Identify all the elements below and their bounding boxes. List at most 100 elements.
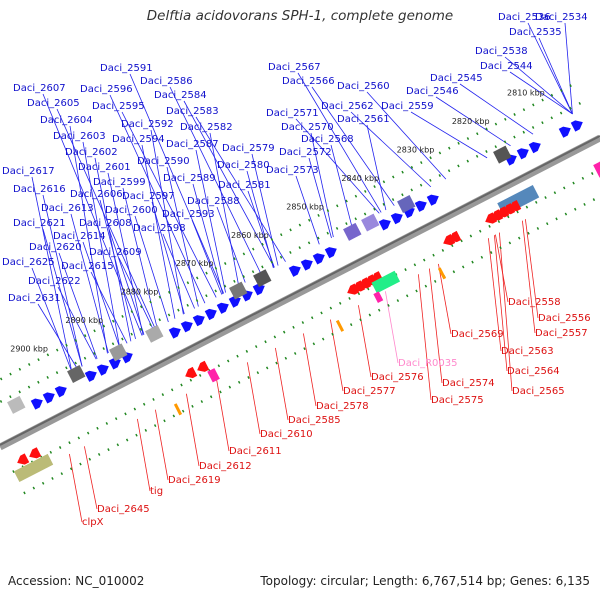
forward-gene-label: Daci_2600 (105, 205, 158, 216)
forward-gene-label: Daci_2604 (40, 115, 93, 126)
forward-gene-arrow (228, 296, 241, 308)
reverse-gene-label: Daci_2578 (316, 401, 369, 412)
forward-gene-label: Daci_2536 (498, 12, 551, 23)
rna-gene-mark (437, 267, 447, 280)
forward-leader-line (162, 233, 195, 309)
forward-gene-label: Daci_2559 (381, 101, 434, 112)
reverse-gene-label: Daci_2575 (431, 395, 484, 406)
reverse-context-block (207, 368, 220, 383)
reverse-gene-label: Daci_2565 (512, 386, 565, 397)
context-gene-block (361, 213, 380, 232)
forward-leader-line (410, 111, 488, 159)
forward-gene-label: Daci_2570 (281, 122, 334, 133)
forward-gene-label: Daci_2546 (406, 86, 459, 97)
forward-gene-label: Daci_2608 (79, 218, 132, 229)
reverse-gene-label: Daci_2577 (343, 386, 396, 397)
forward-leader-line (37, 303, 78, 370)
kbp-tick-label: 2850 kbp (286, 202, 324, 211)
forward-gene-label: Daci_2614 (53, 231, 106, 242)
forward-leader-line (308, 157, 332, 239)
reverse-leader-line (84, 446, 98, 510)
forward-gene-label: Daci_2602 (65, 147, 118, 158)
forward-leader-line (169, 86, 262, 275)
forward-gene-arrow (252, 284, 265, 296)
forward-leader-line (107, 172, 144, 336)
reverse-leader-line (69, 453, 83, 523)
forward-gene-label: Daci_2579 (222, 143, 275, 154)
kbp-tick-label: 2860 kbp (231, 231, 269, 240)
forward-gene-label: Daci_2587 (166, 139, 219, 150)
context-gene-block (67, 364, 86, 383)
forward-gene-label: Daci_2595 (92, 101, 145, 112)
forward-gene-arrow (216, 302, 229, 314)
reverse-context-block (373, 291, 384, 303)
forward-gene-label: Daci_2622 (28, 276, 81, 287)
forward-gene-label: Daci_2590 (137, 156, 190, 167)
reverse-leader-line (186, 393, 200, 467)
forward-leader-line (129, 73, 225, 294)
forward-leader-line (183, 100, 275, 268)
context-gene-block (253, 269, 272, 288)
forward-gene-label: Daci_2591 (100, 63, 153, 74)
forward-gene-label: Daci_2592 (121, 119, 174, 130)
reverse-gene-arrow (509, 200, 522, 212)
topology-text: Topology: circular; Length: 6,767,514 bp… (260, 574, 590, 588)
kbp-tick-label: 2820 kbp (452, 117, 490, 126)
kbp-tick-label: 2840 kbp (341, 174, 379, 183)
reverse-gene-arrow (491, 209, 504, 221)
forward-gene-label: Daci_2566 (282, 76, 335, 87)
rna-gene-mark (335, 319, 345, 332)
forward-gene-label: Daci_2603 (53, 131, 106, 142)
reverse-context-block (13, 453, 54, 482)
forward-gene-arrow (168, 327, 181, 339)
forward-gene-label: Daci_2584 (154, 90, 207, 101)
rna-gene-mark (173, 403, 183, 416)
reverse-gene-arrow (443, 234, 456, 246)
forward-leader-line (42, 194, 83, 367)
reverse-gene-label: Daci_2569 (451, 329, 504, 340)
forward-leader-line (134, 215, 169, 323)
reverse-gene-arrow (497, 206, 510, 218)
forward-leader-line (151, 201, 185, 314)
forward-gene-label: Daci_2567 (268, 62, 321, 73)
forward-gene-arrow (390, 213, 403, 225)
forward-gene-label: Daci_2601 (78, 162, 131, 173)
reverse-context-block (593, 160, 600, 178)
accession-text: Accession: NC_010002 (8, 574, 145, 588)
reverse-gene-label: Daci_2645 (97, 504, 150, 515)
forward-gene-label: Daci_2560 (337, 81, 390, 92)
outer-track-guide-low (23, 195, 600, 495)
forward-gene-label: Daci_2568 (301, 134, 354, 145)
reverse-gene-label: Daci_2612 (199, 461, 252, 472)
forward-gene-label: Daci_2620 (29, 242, 82, 253)
forward-gene-arrow (414, 200, 427, 212)
forward-leader-line (192, 183, 224, 295)
forward-gene-label: Daci_2588 (187, 196, 240, 207)
forward-gene-label: Daci_2582 (180, 122, 233, 133)
forward-leader-line (82, 141, 121, 348)
forward-gene-arrow (54, 386, 67, 398)
forward-leader-line (366, 124, 387, 211)
forward-leader-line (42, 228, 83, 367)
forward-gene-arrow (378, 219, 391, 231)
forward-gene-label: Daci_2606 (70, 189, 123, 200)
forward-leader-line (150, 129, 184, 315)
kbp-tick-label: 2900 kbp (10, 344, 48, 353)
reverse-leader-line (358, 305, 372, 378)
reverse-gene-arrow (503, 203, 516, 215)
forward-gene-arrow (42, 392, 55, 404)
forward-gene-label: Daci_2616 (13, 184, 66, 195)
forward-leader-line (109, 94, 206, 304)
reverse-gene-label: clpX (82, 517, 104, 528)
reverse-leader-line (385, 291, 399, 364)
forward-leader-line (82, 241, 120, 348)
forward-gene-arrow (324, 247, 337, 259)
forward-gene-label: Daci_2597 (122, 191, 175, 202)
forward-gene-label: Daci_2538 (475, 46, 528, 57)
forward-gene-arrow (30, 398, 43, 410)
context-gene-block (229, 281, 248, 300)
forward-gene-arrow (312, 253, 325, 265)
forward-gene-label: Daci_2562 (321, 101, 374, 112)
reverse-leader-line (330, 319, 344, 392)
